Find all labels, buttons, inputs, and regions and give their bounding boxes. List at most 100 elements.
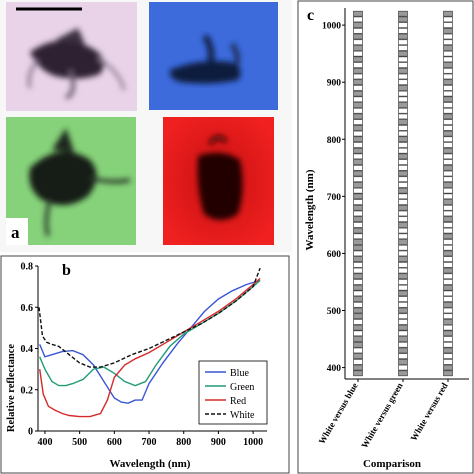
significance-marker <box>443 170 453 177</box>
significance-marker <box>443 50 453 57</box>
significance-marker <box>398 216 408 223</box>
significance-marker <box>398 353 408 360</box>
significance-marker <box>443 359 453 365</box>
significance-marker <box>443 347 453 354</box>
significance-marker <box>443 353 453 360</box>
legend-label-blue: Blue <box>230 368 249 379</box>
significance-marker <box>398 176 408 183</box>
significance-marker <box>353 330 363 337</box>
significance-marker <box>353 85 363 91</box>
significance-marker <box>443 199 453 205</box>
significance-marker <box>443 244 453 251</box>
significance-marker <box>353 313 363 320</box>
significance-marker <box>398 290 408 297</box>
significance-marker <box>398 79 408 86</box>
significance-marker <box>398 45 408 51</box>
significance-marker <box>398 261 408 268</box>
y-tick-label: 0.8 <box>21 262 34 273</box>
significance-marker <box>398 62 408 68</box>
significance-marker <box>443 330 453 337</box>
significance-marker <box>353 170 363 177</box>
significance-marker <box>398 39 408 46</box>
significance-marker <box>398 210 408 217</box>
panel-a-photos: a <box>6 2 278 245</box>
significance-marker <box>353 27 363 34</box>
significance-marker <box>353 359 363 365</box>
significance-marker <box>443 22 453 28</box>
significance-marker <box>398 125 408 131</box>
significance-marker <box>443 102 453 108</box>
y-tick-label: 0 <box>28 427 33 438</box>
significance-marker <box>398 50 408 57</box>
significance-marker <box>443 227 453 234</box>
significance-marker <box>353 130 363 137</box>
significance-marker <box>353 33 363 40</box>
significance-marker <box>443 239 453 245</box>
significance-marker <box>398 170 408 177</box>
significance-marker <box>398 204 408 211</box>
significance-marker <box>353 159 363 165</box>
significance-marker <box>353 67 363 74</box>
significance-marker <box>353 279 363 285</box>
significance-marker <box>443 279 453 285</box>
legend: Blue Green Red White <box>198 360 268 425</box>
significance-marker <box>353 45 363 51</box>
significance-marker <box>353 353 363 360</box>
significance-marker <box>398 107 408 114</box>
x-tick-label: 1000 <box>243 437 263 448</box>
x-axis-title: Wavelength (nm) <box>110 458 191 470</box>
significance-marker <box>398 85 408 91</box>
significance-marker <box>443 176 453 183</box>
panel-c-frame <box>297 0 474 474</box>
legend-label-red: Red <box>230 396 246 407</box>
significance-marker <box>443 250 453 257</box>
x-axis-title-c: Comparison <box>363 458 421 470</box>
significance-marker <box>353 210 363 217</box>
x-tick-label: 900 <box>211 437 226 448</box>
significance-marker <box>443 216 453 223</box>
significance-marker <box>353 119 363 126</box>
significance-marker <box>443 119 453 126</box>
panel-b: b Relative reflectance Wavelength (nm) 4… <box>0 255 290 474</box>
significance-marker <box>353 62 363 68</box>
significance-marker <box>398 222 408 228</box>
significance-marker <box>353 301 363 308</box>
significance-marker <box>398 324 408 331</box>
significance-marker <box>398 370 408 377</box>
y-tick-label-c: 400 <box>327 364 342 374</box>
y-tick-label-c: 500 <box>327 307 342 317</box>
significance-marker <box>398 233 408 240</box>
significance-marker <box>443 67 453 74</box>
significance-marker <box>353 227 363 234</box>
significance-marker <box>398 319 408 325</box>
significance-marker <box>443 153 453 160</box>
significance-marker <box>353 324 363 331</box>
significance-marker <box>398 256 408 262</box>
y-tick-label: 0.2 <box>21 385 34 396</box>
significance-marker <box>398 244 408 251</box>
series-line-green <box>39 279 261 387</box>
significance-marker <box>353 142 363 148</box>
significance-marker <box>353 56 363 63</box>
significance-marker <box>443 39 453 46</box>
significance-marker <box>443 364 453 371</box>
significance-marker <box>353 79 363 86</box>
panel-a-label-box <box>6 218 28 245</box>
significance-marker <box>398 193 408 200</box>
x-tick-label: 600 <box>107 437 122 448</box>
significance-marker <box>443 319 453 325</box>
significance-marker <box>353 187 363 194</box>
significance-marker <box>443 125 453 131</box>
significance-marker <box>353 125 363 131</box>
significance-marker <box>443 267 453 274</box>
significance-marker <box>443 56 453 63</box>
significance-marker <box>443 222 453 228</box>
significance-marker <box>398 330 408 337</box>
photo-green-light: a <box>6 117 136 245</box>
significance-marker <box>398 159 408 165</box>
significance-marker <box>353 96 363 103</box>
significance-marker <box>398 313 408 320</box>
significance-marker <box>398 27 408 34</box>
significance-marker <box>443 193 453 200</box>
y-tick-label-c: 900 <box>327 79 342 89</box>
